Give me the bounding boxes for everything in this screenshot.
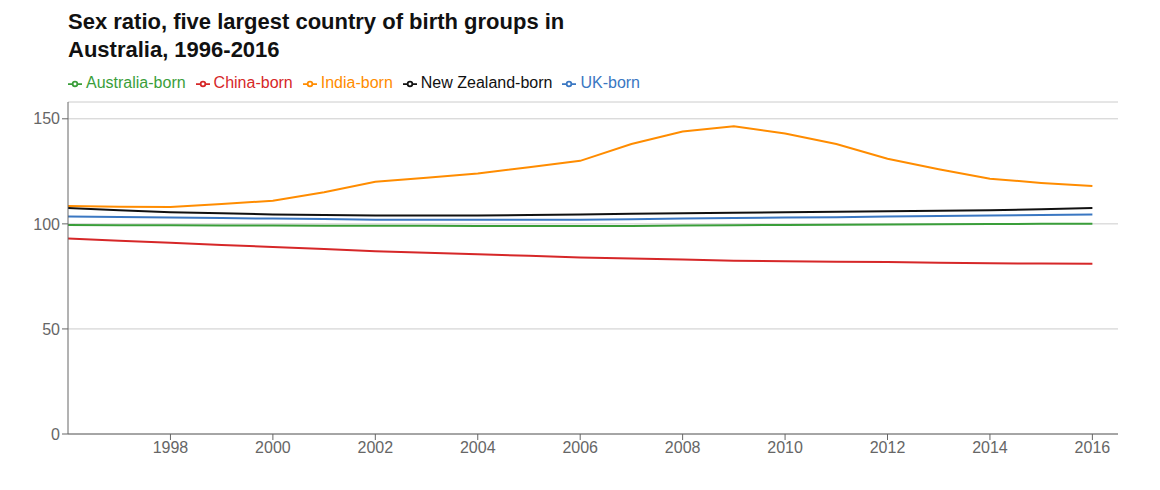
html-text:Australia-born: Australia-born	[86, 74, 186, 91]
svg-text:2012: 2012	[870, 439, 906, 456]
svg-text:2004: 2004	[460, 439, 496, 456]
svg-text:50: 50	[42, 321, 60, 338]
svg-text:1998: 1998	[153, 439, 189, 456]
svg-text:0: 0	[51, 426, 60, 443]
svg-text:150: 150	[33, 110, 60, 127]
html-text:China-born: China-born	[213, 74, 293, 91]
html-text:Sex ratio, five largest countr: Sex ratio, five largest country of birth…	[68, 9, 565, 34]
svg-text:2014: 2014	[972, 439, 1008, 456]
svg-text:2010: 2010	[767, 439, 803, 456]
svg-text:2002: 2002	[358, 439, 394, 456]
svg-text:2008: 2008	[665, 439, 701, 456]
svg-text:2000: 2000	[255, 439, 291, 456]
html-text:Australia, 1996-2016: Australia, 1996-2016	[68, 37, 280, 62]
html-text:UK-born: UK-born	[580, 74, 640, 91]
svg-text:100: 100	[33, 216, 60, 233]
svg-text:2006: 2006	[562, 439, 598, 456]
html-text:India-born: India-born	[320, 74, 393, 91]
html-text:New Zealand-born: New Zealand-born	[420, 74, 553, 91]
svg-text:2016: 2016	[1075, 439, 1111, 456]
